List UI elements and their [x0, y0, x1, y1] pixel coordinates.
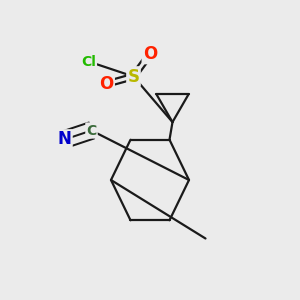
Text: O: O: [143, 45, 157, 63]
Text: S: S: [128, 68, 140, 85]
Text: O: O: [99, 75, 114, 93]
Text: C: C: [86, 124, 97, 137]
Text: N: N: [58, 130, 71, 148]
Text: Cl: Cl: [81, 55, 96, 68]
